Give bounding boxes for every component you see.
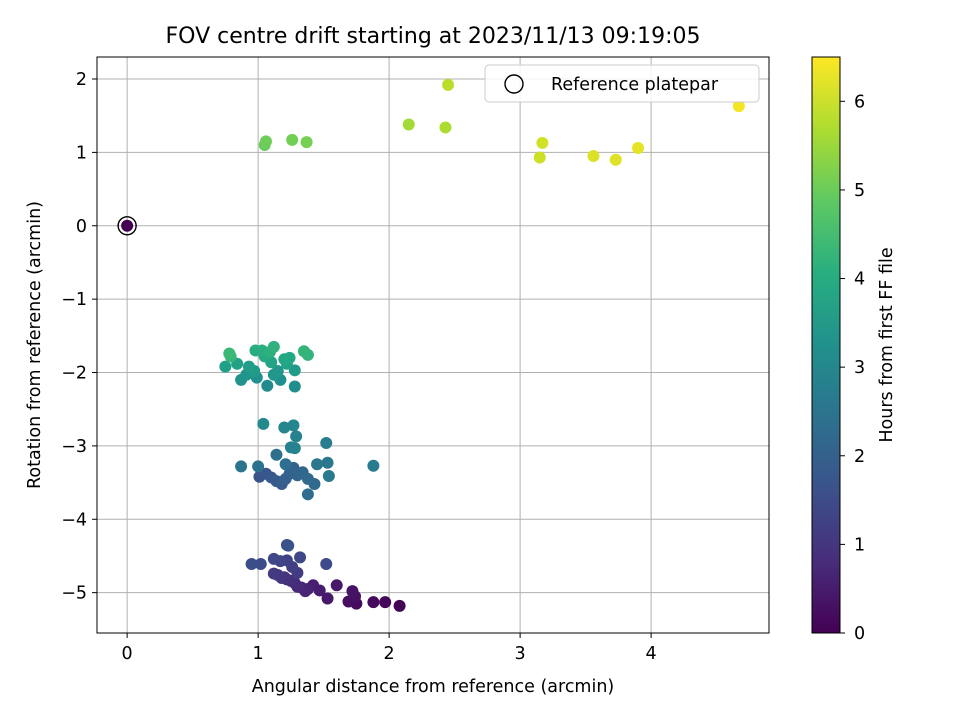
colorbar-tick-label: 4 — [854, 270, 865, 290]
scatter-point — [320, 436, 333, 449]
scatter-point — [279, 458, 292, 471]
legend-entry-reference: Reference platepar — [551, 75, 719, 95]
scatter-point — [322, 469, 335, 482]
y-tick-label: 0 — [76, 217, 87, 237]
scatter-point — [254, 558, 267, 571]
chart-title: FOV centre drift starting at 2023/11/13 … — [166, 24, 701, 49]
scatter-point — [587, 150, 600, 163]
scatter-point — [301, 488, 314, 501]
x-ticks: 0 1 2 3 4 — [122, 633, 657, 664]
colorbar-label: Hours from first FF file — [877, 247, 897, 442]
scatter-point — [261, 379, 274, 392]
colorbar-gradient — [811, 56, 841, 634]
x-tick-label: 1 — [253, 644, 264, 664]
legend: Reference platepar — [484, 64, 760, 103]
scatter-point — [297, 345, 310, 358]
scatter-point — [286, 133, 299, 146]
scatter-point — [536, 136, 549, 149]
x-tick-label: 0 — [122, 644, 133, 664]
scatter-point — [442, 78, 455, 91]
scatter-point — [257, 417, 270, 430]
y-tick-label: −2 — [61, 364, 87, 384]
x-axis-label: Angular distance from reference (arcmin) — [252, 677, 615, 697]
scatter-point — [283, 351, 296, 364]
scatter-point — [121, 219, 134, 232]
scatter-point — [379, 596, 392, 609]
plot-area — [97, 57, 769, 633]
scatter-point — [290, 430, 303, 443]
scatter-point — [367, 459, 380, 472]
scatter-point — [308, 478, 321, 491]
y-ticks: −5 −4 −3 −2 −1 0 1 2 — [61, 70, 97, 604]
colorbar-tick-label: 0 — [854, 624, 865, 644]
scatter-point — [288, 380, 301, 393]
plot-frame — [96, 56, 770, 634]
scatter-point — [287, 419, 300, 432]
scatter-point — [533, 151, 546, 164]
colorbar-tick-label: 3 — [854, 358, 865, 378]
scatter-point — [346, 585, 359, 598]
y-tick-label: −1 — [61, 290, 87, 310]
scatter-point — [282, 539, 295, 552]
scatter-point — [235, 460, 248, 473]
scatter-point — [288, 364, 301, 377]
scatter-point — [219, 360, 232, 373]
colorbar-tick-label: 6 — [854, 92, 865, 112]
scatter-point — [330, 579, 343, 592]
legend-box — [484, 64, 760, 103]
scatter-point — [278, 421, 291, 434]
colorbar-tick-label: 5 — [854, 181, 865, 201]
y-tick-label: −4 — [61, 510, 87, 530]
scatter-point — [259, 135, 272, 148]
scatter-point — [311, 458, 324, 471]
scatter-point — [321, 592, 334, 605]
scatter-point — [367, 596, 380, 609]
reference-marker — [117, 216, 137, 236]
scatter-point — [632, 141, 645, 154]
scatter-point — [267, 567, 280, 580]
scatter-point — [393, 599, 406, 612]
reference-point-marker — [117, 216, 137, 236]
scatter-point — [294, 551, 307, 564]
y-tick-label: 1 — [76, 143, 87, 163]
colorbar: 0 1 2 3 4 5 6 Hours from first FF file — [811, 56, 897, 644]
scatter-points — [121, 78, 745, 612]
scatter-point — [242, 360, 255, 373]
x-tick-label: 4 — [646, 644, 657, 664]
scatter-point — [300, 136, 313, 149]
y-tick-label: 2 — [76, 70, 87, 90]
scatter-point — [402, 118, 415, 131]
scatter-point — [320, 558, 333, 571]
x-tick-label: 2 — [384, 644, 395, 664]
scatter-point — [439, 121, 452, 134]
colorbar-tick-label: 2 — [854, 447, 865, 467]
scatter-point — [252, 460, 265, 473]
y-axis-label: Rotation from reference (arcmin) — [25, 201, 45, 489]
legend-reference-marker — [504, 74, 524, 94]
colorbar-ticks: 0 1 2 3 4 5 6 — [840, 92, 865, 644]
colorbar-tick-label: 1 — [854, 535, 865, 555]
scatter-point — [267, 340, 280, 353]
scatter-point — [732, 100, 745, 113]
y-tick-label: −3 — [61, 437, 87, 457]
x-tick-label: 3 — [515, 644, 526, 664]
scatter-point — [223, 347, 236, 360]
scatter-point — [609, 153, 622, 166]
scatter-point — [245, 558, 258, 571]
y-tick-label: −5 — [61, 584, 87, 604]
scatter-point — [271, 365, 284, 378]
scatter-point — [321, 456, 334, 469]
scatter-point — [284, 441, 297, 454]
scatter-point — [267, 552, 280, 565]
scatter-point — [270, 448, 283, 461]
